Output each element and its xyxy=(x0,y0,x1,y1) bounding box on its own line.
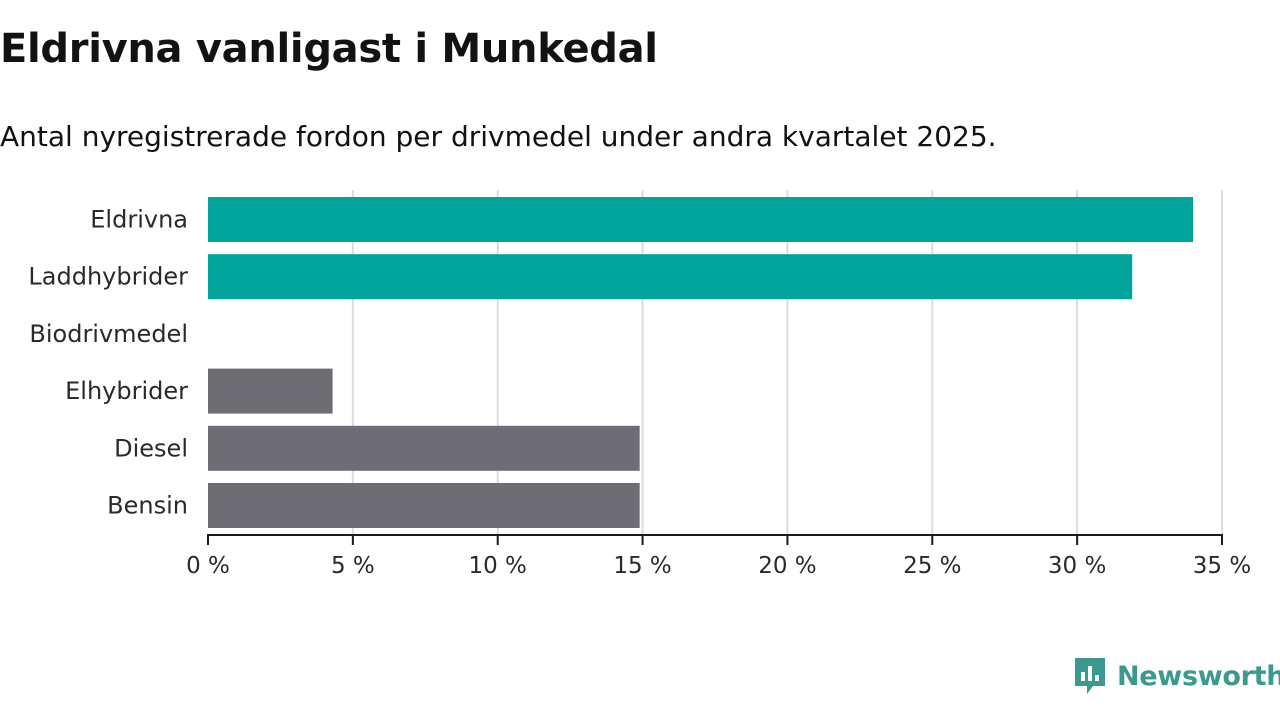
category-label: Diesel xyxy=(114,434,188,462)
bar xyxy=(208,368,333,414)
x-tick-label: 0 % xyxy=(186,553,230,579)
category-label: Laddhybrider xyxy=(28,263,188,291)
x-tick-label: 20 % xyxy=(758,553,816,579)
category-label: Biodrivmedel xyxy=(29,320,188,348)
bar-chart: Eldrivna Laddhybrider Biodrivmedel Elhybrid… xyxy=(28,190,1251,579)
bar xyxy=(208,197,1194,242)
bar xyxy=(208,254,1133,300)
x-tick-label: 25 % xyxy=(903,553,961,579)
brand-name: Newsworthy xyxy=(1117,660,1280,692)
category-label: Elhybrider xyxy=(65,377,188,405)
chart-title: Eldrivna vanligast i Munkedal xyxy=(0,26,658,72)
newsworthy-logo: Newsworthy xyxy=(1073,656,1280,696)
bar xyxy=(208,483,640,528)
chart-subtitle: Antal nyregistrerade fordon per drivmede… xyxy=(0,120,997,153)
category-label: Bensin xyxy=(107,492,188,520)
x-tick-label: 5 % xyxy=(331,553,375,579)
x-tick-label: 15 % xyxy=(613,553,671,579)
x-tick-label: 35 % xyxy=(1193,553,1251,579)
x-tick-label: 10 % xyxy=(468,553,526,579)
newsworthy-logo-icon xyxy=(1075,658,1105,694)
x-tick-label: 30 % xyxy=(1048,553,1106,579)
bar xyxy=(208,425,640,471)
category-label: Eldrivna xyxy=(90,206,188,234)
